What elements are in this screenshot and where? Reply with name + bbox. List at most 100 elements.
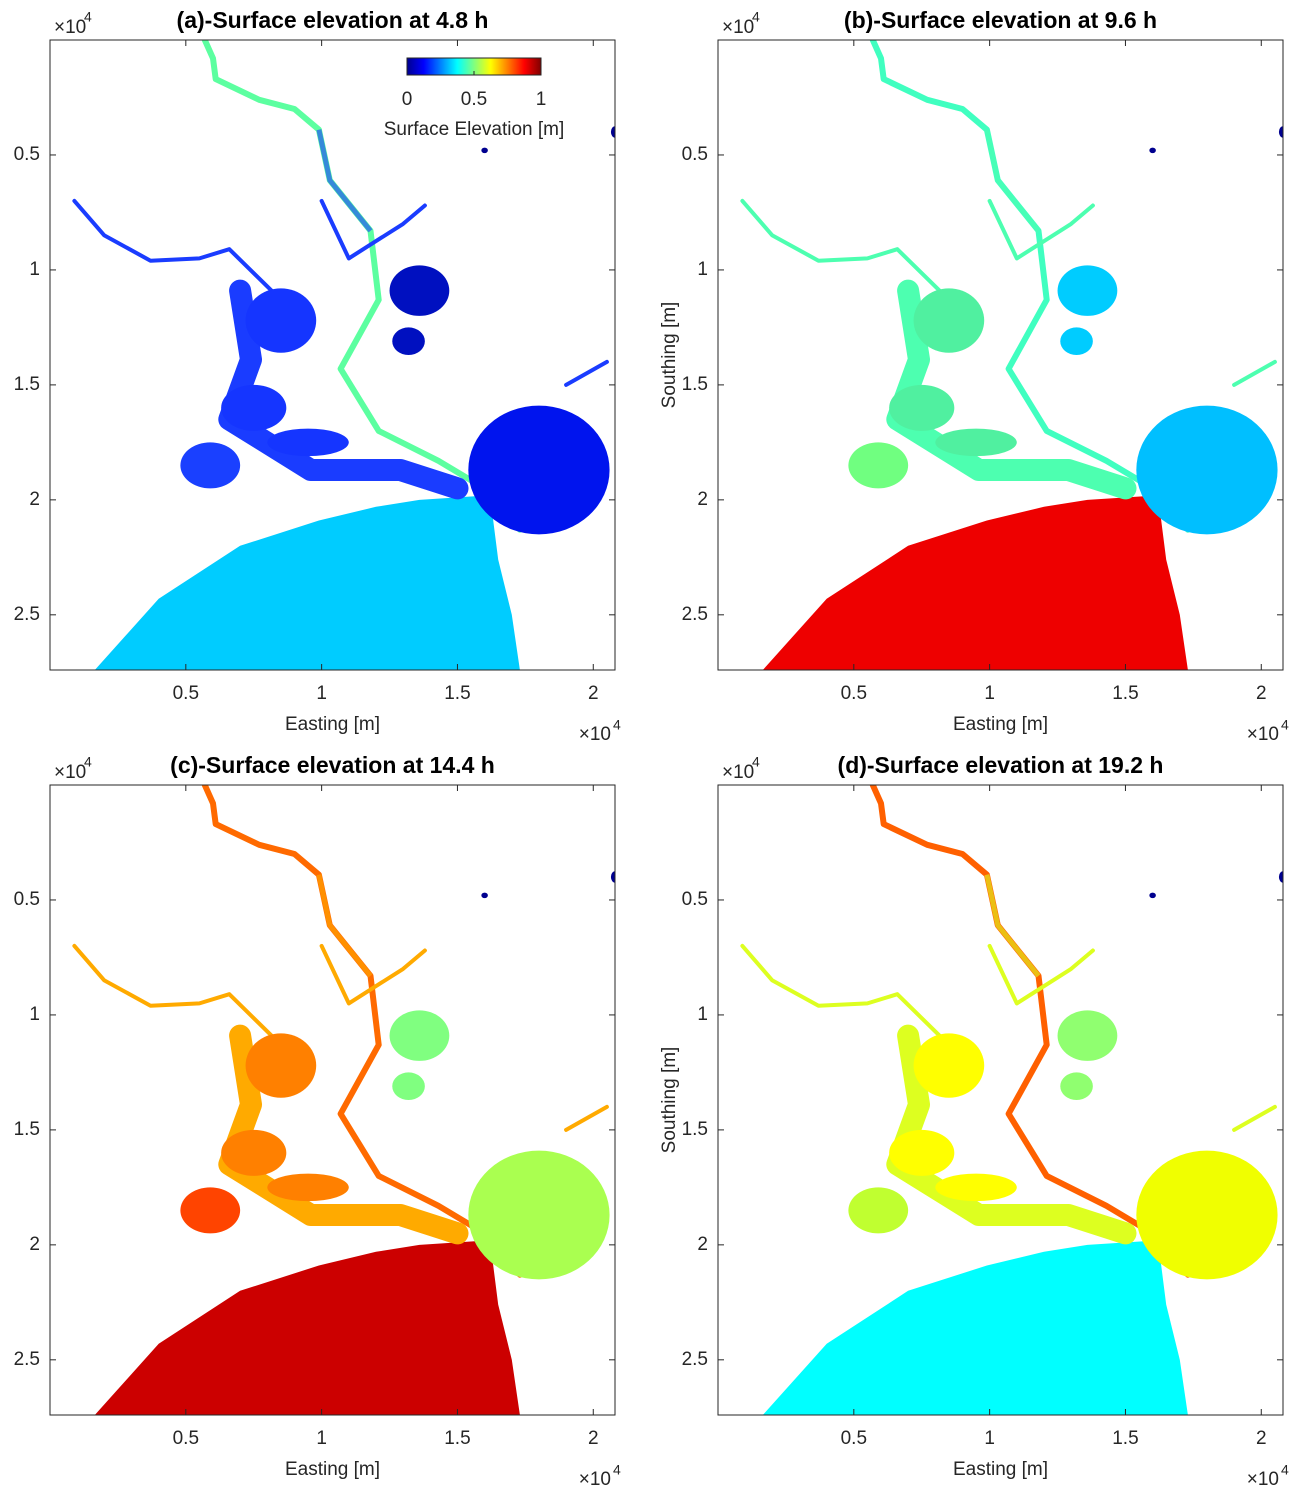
x-tick-label: 2 [1256, 1428, 1267, 1449]
y-tick-label: 0.5 [14, 889, 40, 910]
channel [1232, 1104, 1277, 1132]
upper-lagoon [392, 1072, 425, 1100]
y-multiplier-exponent: 4 [84, 9, 92, 25]
upstream-river-lower [984, 129, 1041, 233]
x-axis-label: Easting [m] [953, 1459, 1048, 1480]
y-tick-label: 1.5 [682, 374, 708, 395]
x-multiplier: ×10 [579, 724, 611, 745]
dot [1149, 147, 1156, 154]
x-tick-label: 0.5 [173, 683, 199, 704]
y-tick-label: 0.5 [682, 144, 708, 165]
panel: (c)-Surface elevation at 14.4 h 0.5 1 1.5 2 0… [14, 752, 621, 1487]
dot [481, 147, 488, 154]
y-multiplier-exponent: 4 [84, 754, 92, 770]
upstream-river-lower [316, 874, 373, 978]
marsh [913, 1033, 985, 1098]
upper-lagoon [1057, 265, 1118, 316]
marsh [221, 384, 287, 431]
panel: (d)-Surface elevation at 19.2 h 0.5 1 1.5 2 0… [659, 752, 1289, 1487]
x-multiplier-exponent: 4 [613, 1462, 621, 1478]
marsh [245, 1033, 317, 1098]
colorbar-tick-label: 0 [402, 89, 413, 110]
x-tick-label: 0.5 [173, 1428, 199, 1449]
upper-lagoon [1060, 1072, 1093, 1100]
y-tick-label: 2.5 [682, 1349, 708, 1370]
pond [848, 1187, 909, 1234]
marsh [935, 1173, 1017, 1202]
x-axis-label: Easting [m] [953, 714, 1048, 735]
sea [94, 495, 520, 670]
colorbar-tick-label: 0.5 [461, 89, 487, 110]
dot [1278, 871, 1283, 883]
x-multiplier-exponent: 4 [1281, 717, 1289, 733]
pond [180, 442, 241, 489]
channel [1232, 359, 1277, 387]
marsh [935, 428, 1017, 457]
axes-frame [49, 784, 616, 1416]
upper-lagoon [389, 265, 450, 316]
upper-lagoon [392, 327, 425, 355]
sea [762, 495, 1188, 670]
lagoon [1136, 1150, 1278, 1280]
x-multiplier: ×10 [1247, 1469, 1279, 1487]
y-tick-label: 1 [697, 259, 708, 280]
axes-frame [717, 784, 1284, 1416]
map [72, 40, 615, 670]
x-axis-label: Easting [m] [285, 714, 380, 735]
y-tick-label: 2 [697, 489, 708, 510]
x-axis-label: Easting [m] [285, 1459, 380, 1480]
channel [564, 359, 609, 387]
y-tick-label: 0.5 [14, 144, 40, 165]
upstream-river-lower [316, 129, 373, 233]
sea [94, 1240, 520, 1415]
y-multiplier: ×10 [722, 762, 754, 783]
x-tick-label: 2 [588, 1428, 599, 1449]
y-tick-label: 1 [29, 259, 40, 280]
channel [987, 198, 1095, 261]
x-tick-label: 1.5 [444, 1428, 470, 1449]
y-tick-label: 1 [697, 1004, 708, 1025]
chart-title: (a)-Surface elevation at 4.8 h [177, 7, 489, 33]
colorbar-label: Surface Elevation [m] [384, 119, 565, 140]
y-tick-label: 1 [29, 1004, 40, 1025]
channel [72, 198, 283, 302]
x-multiplier-exponent: 4 [613, 717, 621, 733]
marsh [221, 1129, 287, 1176]
y-tick-label: 2 [697, 1234, 708, 1255]
x-multiplier-exponent: 4 [1281, 1462, 1289, 1478]
x-tick-label: 1.5 [444, 683, 470, 704]
lagoon [1136, 405, 1278, 535]
y-tick-label: 2.5 [14, 604, 40, 625]
x-tick-label: 1 [316, 683, 327, 704]
channel [740, 943, 951, 1047]
x-tick-label: 1 [984, 683, 995, 704]
dot [1278, 126, 1283, 138]
map [740, 40, 1283, 670]
y-multiplier: ×10 [54, 762, 86, 783]
dot [1149, 892, 1156, 899]
panel: (b)-Surface elevation at 9.6 h 0.5 1 1.5 2 0.… [659, 7, 1289, 745]
panel: (a)-Surface elevation at 4.8 h 0.5 1 1.5 2 0.… [14, 7, 621, 745]
axes-frame [49, 39, 616, 671]
chart-title: (d)-Surface elevation at 19.2 h [838, 752, 1164, 778]
x-tick-label: 2 [588, 683, 599, 704]
chart-title: (c)-Surface elevation at 14.4 h [170, 752, 495, 778]
x-multiplier: ×10 [1247, 724, 1279, 745]
marsh [245, 288, 317, 353]
map [72, 785, 615, 1415]
channel [72, 943, 283, 1047]
upper-lagoon [1057, 1010, 1118, 1061]
y-multiplier: ×10 [722, 17, 754, 38]
y-multiplier-exponent: 4 [752, 754, 760, 770]
channel [319, 198, 427, 261]
marsh [889, 1129, 955, 1176]
x-tick-label: 0.5 [841, 1428, 867, 1449]
y-tick-label: 2 [29, 1234, 40, 1255]
x-tick-label: 0.5 [841, 683, 867, 704]
y-tick-label: 1.5 [682, 1119, 708, 1140]
sea [762, 1240, 1188, 1415]
y-tick-label: 1.5 [14, 1119, 40, 1140]
x-multiplier: ×10 [579, 1469, 611, 1487]
upper-lagoon [389, 1010, 450, 1061]
channel [987, 943, 1095, 1006]
